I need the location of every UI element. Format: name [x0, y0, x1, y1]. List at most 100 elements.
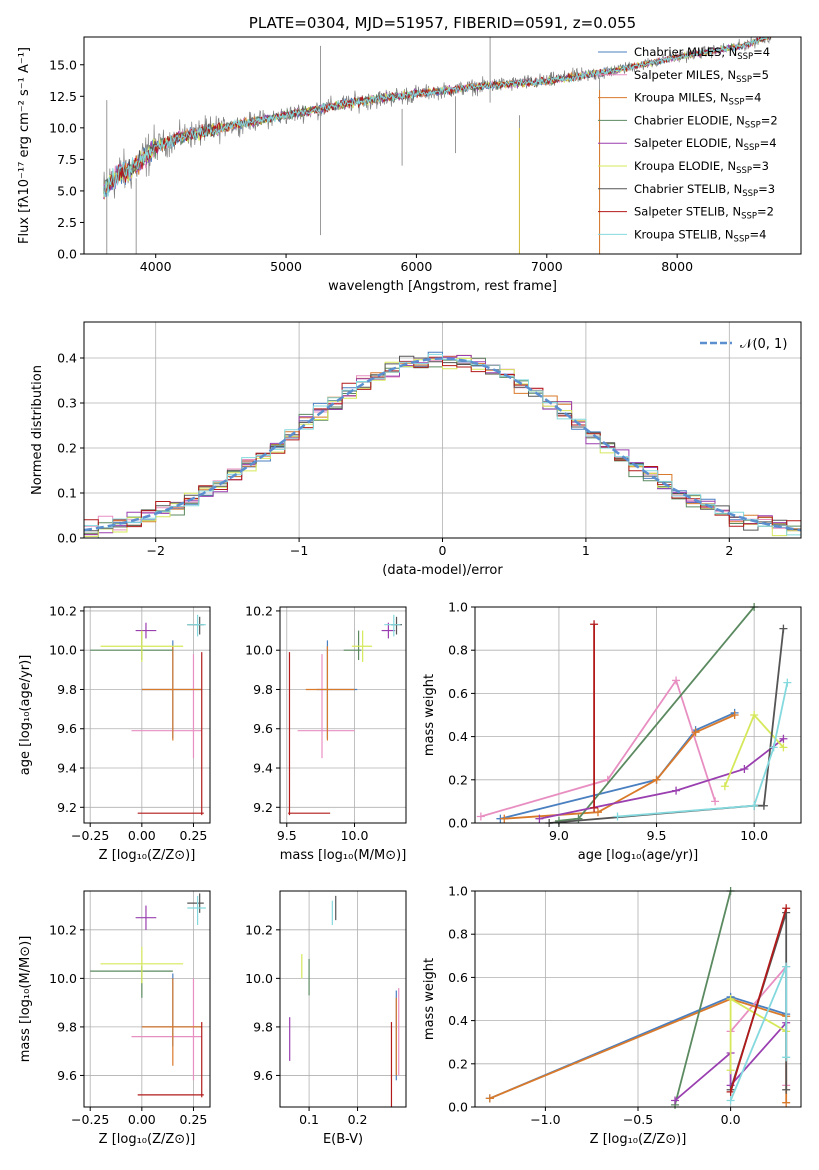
x-tick-label: 5000 [270, 259, 302, 274]
y-tick-label: 9.6 [253, 1068, 273, 1083]
y-tick-label: 0.0 [448, 1100, 468, 1115]
legend-label-sub: SSP [741, 212, 757, 222]
legend-label: Chabrier MILES, NSSP=4 [634, 45, 770, 62]
legend-label-text: Chabrier MILES, N [634, 45, 737, 59]
x-tick-label: 9.0 [549, 828, 569, 843]
x-tick-label: −2 [146, 543, 164, 558]
sfh-line-salpeter_miles [480, 678, 716, 818]
panel-5-ticks: −0.25 0.00 0.25 9.6 9.8 10.0 10.2 Z [log₁₀(Z/Z⊙… [18, 890, 211, 1147]
legend-label-sub: SSP [744, 143, 760, 153]
y-tick-label: 9.8 [57, 682, 77, 697]
sfh-marker-kroupa_stelib [769, 743, 778, 752]
sfh-marker-salpeter_elodie [740, 765, 749, 773]
sfh-marker-salpeter_stelib [590, 620, 599, 629]
legend-label-text: Kroupa ELODIE, N [634, 159, 736, 173]
y-axis-label: mass [log₁₀(M/M⊙)] [18, 936, 33, 1063]
legend-label-sub: SSP [745, 120, 761, 130]
y-axis-label: mass weight [422, 674, 437, 756]
legend-label: Salpeter STELIB, NSSP=2 [634, 205, 774, 222]
panel-4-lines [476, 603, 792, 827]
sfh-marker-kroupa_elodie [779, 743, 788, 752]
y-tick-label: 10.0 [49, 643, 77, 658]
legend-label-suffix: =2 [757, 205, 774, 219]
x-tick-label: 0.1 [299, 1112, 319, 1127]
x-tick-label: −0.5 [623, 1112, 653, 1127]
axes-frame [279, 606, 407, 824]
y-tick-label: 9.6 [57, 1068, 77, 1083]
y-tick-label: 0.1 [57, 486, 77, 501]
legend-label-text: Chabrier STELIB, N [634, 182, 742, 196]
y-tick-label: 10.2 [245, 922, 273, 937]
legend-label-suffix: =4 [760, 136, 777, 150]
legend-label-text: Kroupa STELIB, N [634, 227, 734, 241]
legend-label-sub: SSP [742, 189, 758, 199]
x-axis-label: (data-model)/error [382, 563, 503, 578]
y-tick-label: 0.6 [448, 970, 468, 985]
sfh-marker-salpeter_miles [711, 797, 720, 806]
histogram-plot [84, 351, 801, 538]
axes-frame [83, 606, 211, 824]
x-tick-label: 0.00 [128, 828, 156, 843]
legend-label-suffix: =3 [758, 182, 775, 196]
y-tick-label: 0.2 [448, 1056, 468, 1071]
y-tick-label: 9.8 [253, 682, 273, 697]
model-spectrum-kroupa_stelib [103, 37, 771, 197]
sfh-marker-kroupa_stelib [726, 1096, 735, 1105]
legend-label-suffix: =4 [753, 45, 770, 59]
panel-6-axes [280, 891, 406, 1107]
sfh-marker-salpeter_stelib [782, 904, 791, 913]
legend-label: Kroupa STELIB, NSSP=4 [634, 227, 766, 244]
legend-label: Chabrier ELODIE, NSSP=2 [634, 113, 778, 130]
y-tick-label: 0.3 [57, 396, 77, 411]
spectrum-plot [103, 37, 772, 254]
y-axis-label: age [log₁₀(age/yr)] [18, 655, 33, 776]
y-tick-label: 9.4 [253, 761, 273, 776]
y-axis-label: Normed distribution [30, 365, 45, 495]
x-tick-label: 9.5 [277, 828, 297, 843]
x-axis-label: Z [log₁₀(Z/Z⊙)] [99, 848, 196, 863]
y-tick-label: 9.8 [253, 1019, 273, 1034]
legend-label-suffix: =3 [752, 159, 769, 173]
sfh-marker-kroupa_stelib [782, 962, 791, 971]
sfh-marker-kroupa_miles [730, 711, 739, 719]
x-tick-label: −1 [290, 543, 308, 558]
y-tick-label: 0.4 [448, 729, 468, 744]
legend-label: Chabrier STELIB, NSSP=3 [634, 182, 775, 199]
panel-3-ticks: 9.5 10.0 9.2 9.4 9.6 9.8 10.0 10.2 mass [log₁₀(M… [245, 603, 407, 863]
y-tick-label: 9.6 [253, 721, 273, 736]
sfh-marker-kroupa_stelib [750, 801, 759, 810]
sfh-marker-kroupa_stelib [783, 678, 792, 687]
x-tick-label: 0.25 [180, 828, 208, 843]
y-tick-label: 10.0 [245, 643, 273, 658]
y-axis-label: Flux [fλ10⁻¹⁷ erg cm⁻² s⁻¹ A⁻¹] [17, 47, 32, 244]
axes-frame [474, 606, 802, 824]
sfh-marker-kroupa_miles [691, 728, 700, 737]
x-axis-label: E(B-V) [323, 1132, 363, 1147]
model-spectrum-salpeter_stelib [103, 37, 772, 193]
sfh-marker-kroupa_miles [500, 814, 509, 823]
legend-label-sub: SSP [736, 166, 752, 176]
panel-2-ticks: −0.25 0.00 0.25 9.2 9.4 9.6 9.8 10.0 10.2 Z [log₁… [18, 603, 211, 863]
y-tick-label: 5.0 [57, 183, 77, 198]
sfh-line-salpeter_stelib [729, 908, 788, 1093]
sfh-line-kroupa_stelib [617, 682, 789, 818]
y-tick-label: 0.0 [448, 816, 468, 831]
sfh-marker-kroupa_elodie [720, 782, 729, 791]
legend-label-sub: SSP [729, 98, 745, 108]
x-tick-label: 10.0 [341, 828, 369, 843]
normal-curve [84, 357, 801, 532]
y-tick-label: 10.2 [49, 603, 77, 618]
y-tick-label: 10.2 [245, 603, 273, 618]
legend-label-suffix: =5 [752, 68, 769, 82]
axes-frame [83, 36, 802, 255]
legend-label-text: Salpeter ELODIE, N [634, 136, 744, 150]
y-tick-label: 10.0 [49, 971, 77, 986]
x-axis-label: wavelength [Angstrom, rest frame] [328, 279, 557, 294]
sfh-marker-kroupa_stelib [782, 1053, 791, 1062]
legend-label-suffix: =2 [761, 113, 778, 127]
x-tick-label: 10.0 [740, 828, 768, 843]
legend-label-suffix: =4 [744, 91, 761, 105]
panel-3-points [288, 614, 402, 816]
y-axis-label: mass weight [422, 958, 437, 1040]
